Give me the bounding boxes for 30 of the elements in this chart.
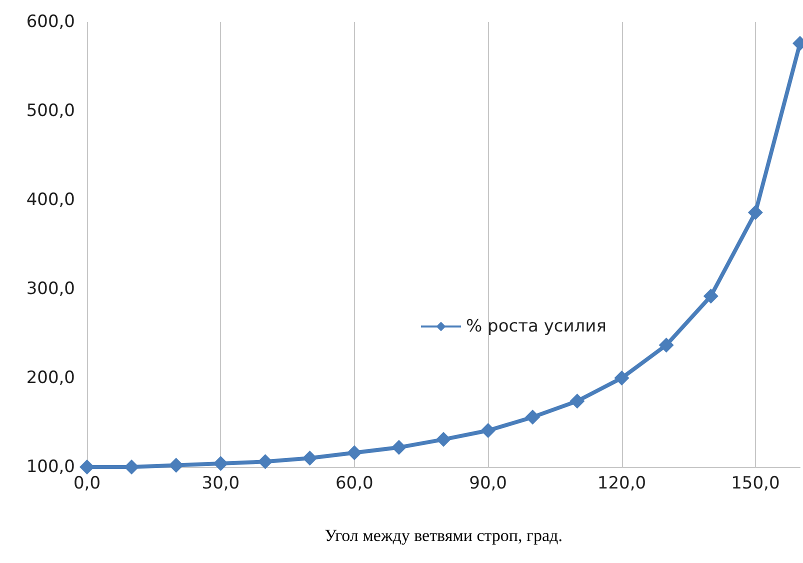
point [302, 450, 318, 466]
point [658, 338, 674, 353]
x-tick-label: 0,0 [73, 474, 101, 494]
x-tick-label: 60,0 [335, 474, 374, 494]
point [703, 288, 718, 304]
x-tick-label: 30,0 [202, 474, 240, 494]
point [124, 460, 140, 474]
point [570, 394, 585, 409]
x-tick-label: 150,0 [731, 474, 780, 494]
point [168, 458, 184, 473]
y-tick-label: 100,0 [26, 457, 75, 477]
legend-label: % роста усилия [466, 316, 606, 336]
point [346, 445, 362, 460]
x-tick-label: 120,0 [597, 474, 646, 494]
point [213, 456, 228, 471]
point [480, 423, 496, 438]
x-tick-label: 90,0 [469, 474, 507, 494]
point [391, 440, 406, 455]
point [748, 204, 763, 220]
y-tick-label: 300,0 [26, 279, 75, 299]
point [525, 410, 540, 425]
point [614, 370, 630, 386]
y-tick-label: 500,0 [26, 101, 75, 121]
point [80, 460, 94, 474]
y-tick-label: 200,0 [26, 368, 75, 388]
point [258, 454, 273, 470]
x-axis-title: Угол между ветвями строп, град. [324, 526, 562, 545]
point [436, 432, 451, 447]
y-tick-label: 600,0 [26, 12, 75, 32]
y-tick-label: 400,0 [26, 190, 75, 210]
